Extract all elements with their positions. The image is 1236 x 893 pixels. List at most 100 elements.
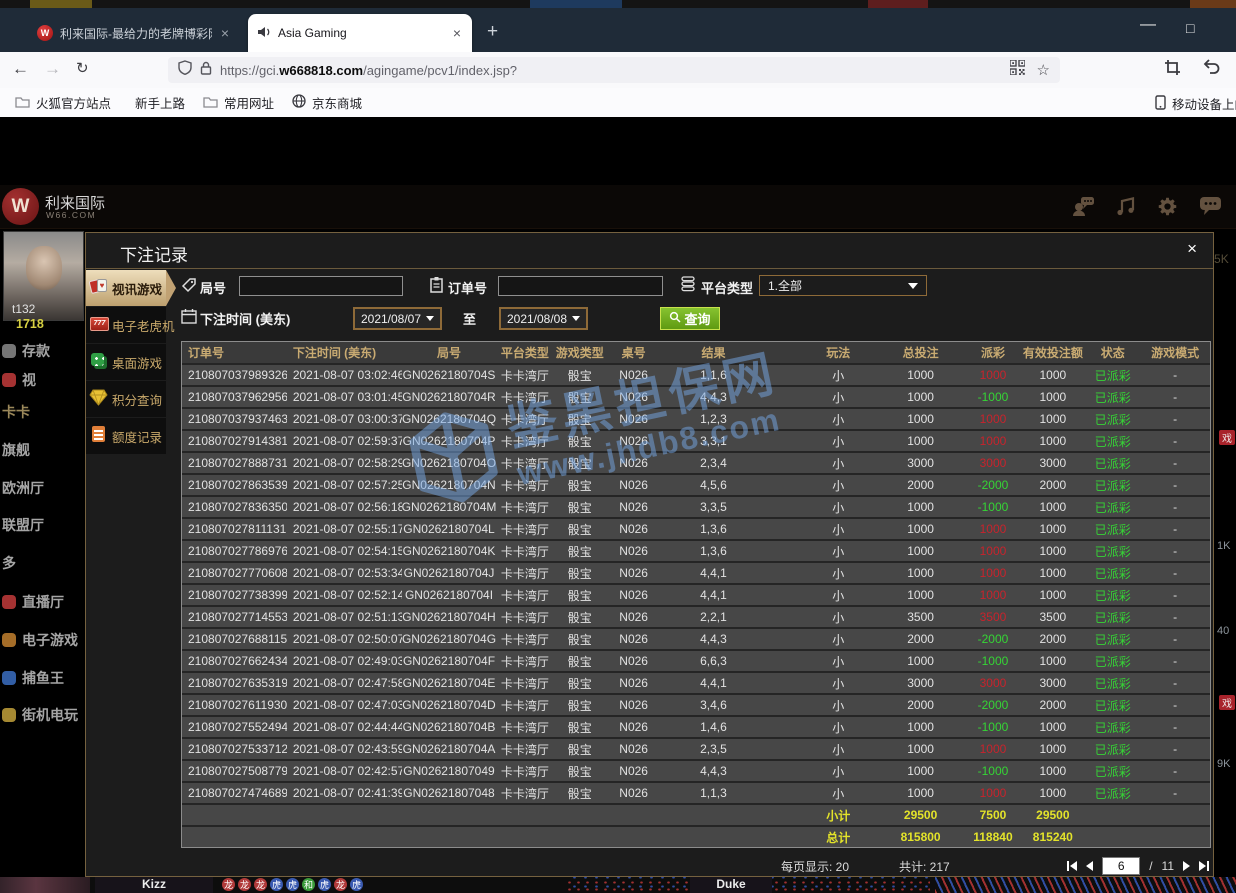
table-cell: 2021-08-07 03:02:46: [292, 368, 402, 382]
url-prefix: https://gci.: [220, 62, 280, 78]
date-to-select[interactable]: 2021/08/08: [499, 307, 588, 330]
qr-code-icon[interactable]: [1008, 59, 1026, 80]
sidebar-item-1[interactable]: 777 电子老虎机: [86, 307, 175, 343]
platform-type-select[interactable]: 1.全部: [759, 275, 927, 296]
sidebar-item-0[interactable]: ♥ 视讯游戏: [86, 270, 176, 306]
bookmark-item[interactable]: 新手上路: [120, 93, 194, 112]
close-icon[interactable]: ×: [1187, 239, 1197, 258]
bg-menu-item[interactable]: 捕鱼王: [2, 668, 64, 688]
bg-menu-item[interactable]: 联盟厅: [2, 515, 44, 535]
table-row: 210807027474689 2021-08-07 02:41:39 GN0262…: [182, 783, 1210, 805]
table-cell: 小: [832, 390, 845, 405]
w66-logo[interactable]: W: [2, 188, 39, 225]
browser-tab-w66[interactable]: W 利来国际-最给力的老牌博彩网址 ×: [28, 14, 240, 52]
pagination-last-button[interactable]: [1199, 861, 1209, 871]
round-input[interactable]: [239, 276, 403, 296]
bg-blob: [30, 0, 92, 8]
reload-icon[interactable]: ↻: [76, 60, 89, 77]
table-cell: 已派彩: [1094, 632, 1131, 647]
table-cell: 210807027474689: [188, 786, 287, 800]
bg-menu-item[interactable]: 电子游戏: [2, 630, 78, 650]
sidebar-item-2[interactable]: 桌面游戏: [86, 344, 166, 380]
table-cell: 已派彩: [1094, 566, 1131, 581]
table-cell: 2021-08-07 02:53:34: [292, 566, 402, 580]
table-cell: 29500: [903, 808, 938, 822]
table-cell: 小: [832, 764, 845, 779]
bg-menu-label: 捕鱼王: [22, 670, 64, 686]
screenshot-icon[interactable]: [1164, 59, 1181, 81]
table-cell: 已派彩: [1094, 786, 1131, 801]
support-agent-icon[interactable]: [1071, 196, 1095, 222]
table-cell: 已派彩: [1094, 368, 1131, 383]
table-cell: 已派彩: [1094, 676, 1131, 691]
table-cell: 210807027508779: [188, 764, 287, 778]
table-row: 210807027863539 2021-08-07 02:57:25 GN0262…: [182, 475, 1210, 497]
bg-menu-item[interactable]: 欧洲厅: [2, 478, 44, 498]
page-number-input[interactable]: 6: [1102, 857, 1141, 875]
window-maximize-button[interactable]: □: [1186, 20, 1195, 36]
url-text[interactable]: https://gci.w668818.com/agingame/pcv1/in…: [220, 63, 1010, 78]
table-cell: 4,4,1: [700, 588, 727, 602]
bg-menu-item[interactable]: 直播厅: [2, 592, 64, 612]
undo-arrow-icon[interactable]: [1202, 59, 1220, 79]
window-minimize-button[interactable]: —: [1140, 16, 1156, 33]
bookmark-mobile[interactable]: 移动设备上的书签: [1146, 94, 1236, 113]
browser-nav-bar: ← → ↻ https://gci.w668818.com/agingame/p…: [0, 52, 1236, 89]
table-cell: N026: [619, 478, 648, 492]
bookmark-item[interactable]: 常用网址: [194, 93, 283, 112]
shield-icon[interactable]: [178, 60, 192, 80]
menu-icon: [2, 595, 16, 609]
table-cell: 1000: [979, 522, 1007, 536]
bookmark-star-icon[interactable]: ☆: [1036, 62, 1050, 79]
speaker-icon[interactable]: [257, 26, 271, 41]
gear-icon[interactable]: [1157, 196, 1178, 222]
tab-close-icon[interactable]: ×: [452, 25, 461, 41]
back-icon[interactable]: ←: [12, 59, 29, 78]
table-cell: 1000: [1039, 412, 1067, 426]
bg-menu-label: 联盟厅: [2, 517, 44, 533]
bg-menu-item[interactable]: 视: [2, 370, 36, 390]
music-icon[interactable]: [1116, 196, 1136, 222]
pagination-next-button[interactable]: [1183, 861, 1190, 871]
table-cell: N026: [619, 610, 648, 624]
order-input[interactable]: [498, 276, 663, 296]
new-tab-button[interactable]: +: [487, 21, 499, 42]
table-cell: 骰宝: [567, 368, 592, 383]
url-bar[interactable]: https://gci.w668818.com/agingame/pcv1/in…: [168, 57, 1060, 83]
column-header: 总投注: [902, 346, 939, 360]
table-cell: 1000: [1039, 390, 1067, 404]
browser-tab-asia-gaming[interactable]: Asia Gaming ×: [248, 14, 472, 52]
bg-menu-item[interactable]: 卡卡: [2, 402, 30, 422]
table-cell: 210807027786976: [188, 544, 287, 558]
platform-type-value: 1.全部: [768, 279, 803, 293]
bg-menu-item[interactable]: 街机电玩: [2, 705, 78, 725]
table-cell: 已派彩: [1094, 390, 1131, 405]
table-cell: -: [1173, 390, 1178, 404]
table-cell: 4,4,3: [700, 764, 727, 778]
table-cell: 1000: [1039, 434, 1067, 448]
sidebar-item-3[interactable]: 积分查询: [86, 381, 166, 417]
forward-icon[interactable]: →: [44, 59, 61, 78]
bg-menu-item[interactable]: 存款: [2, 341, 50, 361]
bg-menu-item[interactable]: 旗舰: [2, 440, 30, 460]
table-cell: 已派彩: [1094, 720, 1131, 735]
bg-fragment: 戏: [1219, 430, 1235, 445]
sidebar-item-4[interactable]: 额度记录: [86, 418, 166, 454]
table-cell: 已派彩: [1094, 478, 1131, 493]
table-cell: -: [1173, 654, 1178, 668]
pagination-prev-button[interactable]: [1086, 861, 1094, 871]
table-cell: 210807037962956: [188, 390, 287, 404]
table-cell: GN0262180704A: [402, 742, 496, 756]
search-button[interactable]: 查询: [660, 307, 720, 330]
bookmark-item[interactable]: 京东商城: [283, 93, 371, 112]
date-from-select[interactable]: 2021/08/07: [353, 307, 442, 330]
roadmap-bead: 龙: [222, 878, 235, 891]
table-cell: 2021-08-07 02:55:17: [292, 522, 402, 536]
chat-bubble-icon[interactable]: [1199, 196, 1222, 222]
bg-blob: [1190, 0, 1236, 8]
lock-icon[interactable]: [200, 61, 212, 80]
bookmark-item[interactable]: 火狐官方站点: [6, 93, 120, 112]
tab-close-icon[interactable]: ×: [220, 25, 229, 41]
bg-menu-item[interactable]: 多: [2, 553, 16, 573]
pagination-first-button[interactable]: [1067, 861, 1078, 871]
